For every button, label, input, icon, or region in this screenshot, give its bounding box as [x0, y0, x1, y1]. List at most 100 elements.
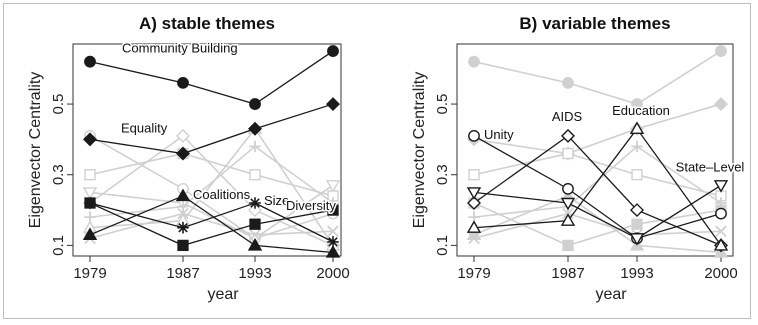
panel-b-background-series-3	[468, 147, 727, 202]
panel-a-background-line	[89, 145, 334, 218]
panel-b-background-series-1	[468, 45, 727, 110]
panel-b-line-unity	[473, 135, 722, 240]
panel-a-y-tick-label: 0.3	[50, 164, 67, 185]
panel-b: B) variable themes 1979 1987 1993 2000 year 0.…	[411, 14, 746, 303]
panel-b-point-unity	[468, 129, 480, 142]
panel-b-x-axis-label: year	[595, 286, 627, 303]
panel-a-point-size	[249, 197, 261, 209]
panel-b-point-aids	[630, 203, 644, 218]
panel-a-series-label-community-building: Community Building	[122, 41, 238, 56]
panel-a-point-diversity	[249, 218, 261, 230]
panel-a-background-point	[176, 128, 190, 143]
panel-b-x-tick-label: 1987	[551, 265, 584, 282]
panel-b-background-point	[562, 76, 574, 89]
panel-b-x-tick-label: 1979	[457, 265, 490, 282]
panel-b-series-label-education: Education	[612, 103, 670, 118]
panel-a-x-axis-label: year	[207, 286, 239, 303]
panel-a-point-community-building	[249, 98, 261, 110]
panel-b-background-point	[468, 232, 480, 245]
panel-b-y-tick-label: 0.1	[434, 235, 451, 256]
panel-a-y-axis-label: Eigenvector Centrality	[27, 72, 44, 229]
panel-a-series-coalitions: Coalitions	[82, 185, 341, 258]
panel-a-point-coalitions	[82, 227, 98, 241]
panel-a: A) stable themes 1979 1987 1993 2000 year 0.1 0…	[27, 14, 350, 303]
panel-a-background-line	[89, 134, 334, 247]
panel-a-series-label-equality: Equality	[121, 120, 168, 135]
panel-a-background-series-6	[84, 140, 339, 223]
panel-b-axes-box	[456, 43, 734, 257]
panel-a-background-line	[89, 152, 334, 197]
panel-a-x-tick-label: 1979	[73, 265, 106, 282]
panel-b-y-axis-label: Eigenvector Centrality	[411, 72, 428, 229]
panel-a-axes-box	[72, 43, 342, 257]
panel-a-line-size	[89, 202, 334, 243]
panel-b-point-education	[466, 220, 482, 233]
panel-b-background-point	[631, 140, 643, 153]
panel-a-series-label-coalitions: Coalitions	[193, 187, 251, 202]
panel-a-line-equality	[89, 103, 334, 155]
panel-a-series-diversity: Diversity	[84, 197, 339, 252]
panel-a-series-label-size: Size	[264, 193, 289, 208]
panel-b-background-point	[562, 147, 574, 160]
panel-b-point-unity	[715, 207, 727, 220]
panel-a-x-tick-label: 1987	[166, 265, 199, 282]
panel-b-series-label-aids: AIDS	[552, 109, 583, 124]
panel-b-point-education	[629, 121, 645, 135]
panel-b-y-tick-label: 0.3	[434, 164, 451, 185]
panel-b-background-line	[473, 152, 722, 197]
panel-a-point-size	[177, 221, 189, 234]
panel-a-point-coalitions	[247, 237, 263, 251]
panel-a-line-diversity	[89, 202, 334, 247]
panel-b-background-point	[715, 225, 727, 238]
panel-a-series-label-diversity: Diversity	[286, 198, 336, 213]
panel-a-background-point	[249, 140, 261, 153]
panel-b-series-education: Education	[466, 101, 729, 251]
panel-b-point-aids	[467, 196, 481, 210]
panel-b-x-tick-label: 1993	[620, 265, 653, 282]
panel-a-line-community-building	[89, 50, 334, 105]
panel-b-background-point	[715, 45, 727, 57]
panel-a-series-community-building: Community Building	[84, 39, 339, 110]
panel-a-point-diversity	[177, 239, 189, 252]
panel-a-background-point	[327, 225, 339, 238]
panel-a-background-point	[249, 228, 261, 241]
panel-b-background-line	[473, 212, 722, 240]
panel-a-y-tick-label: 0.1	[50, 235, 67, 256]
panel-a-point-equality	[248, 121, 262, 136]
panel-a-point-size	[327, 236, 339, 248]
panel-a-background-point	[177, 200, 189, 213]
panel-b-line-education	[473, 127, 722, 246]
panel-b-line-state-level	[473, 184, 722, 240]
panel-b-background-point	[562, 239, 574, 252]
panel-b-point-state-level	[713, 180, 729, 193]
panel-a-point-community-building	[177, 76, 189, 89]
panel-a-point-community-building	[327, 45, 339, 57]
panel-b-background-point	[631, 169, 643, 181]
panel-b-background-point	[631, 218, 643, 230]
panel-a-point-equality	[326, 97, 340, 112]
panel-b-title: B) variable themes	[519, 14, 670, 33]
panel-b-series-aids: AIDS	[467, 107, 728, 253]
panel-a-background-point	[325, 180, 341, 193]
panel-a-point-coalitions	[175, 188, 191, 202]
panel-b-background-line	[473, 103, 722, 155]
panel-a-point-diversity	[84, 197, 96, 209]
panel-b-background-line	[473, 145, 722, 218]
panel-a-point-equality	[83, 132, 97, 147]
panel-b-x-tick-label: 2000	[704, 265, 737, 282]
panel-a-series-size: Size	[84, 192, 339, 248]
panel-a-point-coalitions	[325, 245, 341, 258]
panel-a-background-line	[89, 212, 334, 240]
panel-b-y-tick-label: 0.5	[434, 94, 451, 115]
panel-b-point-education	[713, 237, 729, 251]
panel-a-background-point	[84, 211, 96, 223]
panel-b-series-label-state-level: State–Level	[676, 159, 745, 174]
panel-a-point-equality	[176, 146, 190, 161]
panel-a-background-point	[177, 207, 189, 220]
panel-b-point-state-level	[560, 197, 576, 211]
panel-b-point-unity	[562, 182, 574, 195]
panel-b-point-education	[560, 213, 576, 226]
panel-a-background-line	[89, 135, 334, 240]
panel-b-series-label-unity: Unity	[484, 127, 514, 142]
